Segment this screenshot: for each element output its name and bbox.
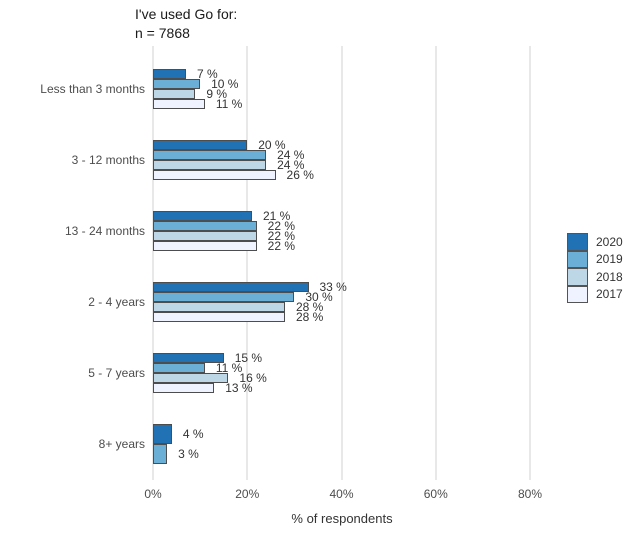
bar-value-label: 24 % (277, 157, 305, 172)
bar-value-label: 22 % (267, 218, 296, 233)
bar-2017-0 (153, 99, 205, 109)
bar-2017-2 (153, 240, 257, 251)
bar-value-label: 33 % (319, 279, 347, 294)
legend-key-2019: 2019 (567, 250, 623, 268)
legend-label: 2019 (596, 252, 623, 267)
bar-value-label: 7 % (196, 67, 218, 81)
x-tick-label: 20% (235, 487, 260, 501)
legend-swatch-2020 (567, 233, 588, 251)
bar-2019-4 (153, 362, 205, 373)
bar-value-label: 4 % (182, 426, 204, 441)
bar-2020-5 (153, 423, 172, 444)
legend-swatch-2018 (567, 268, 588, 286)
bar-2019-1 (153, 149, 267, 160)
bar-2020-4 (153, 352, 224, 363)
bar-value-label: 28 % (295, 309, 324, 324)
y-axis-label: 5 - 7 years (88, 365, 145, 380)
legend-key-2018: 2018 (567, 268, 623, 286)
bar-2019-0 (153, 79, 201, 89)
bar-value-label: 10 % (211, 77, 239, 91)
legend: 2020 2019 2018 2017 (567, 233, 623, 303)
legend-swatch-2017 (567, 285, 588, 303)
bar-value-label: 11 % (215, 360, 243, 375)
bar-value-label: 21 % (262, 208, 291, 223)
bar-value-label: 20 % (258, 137, 286, 152)
bar-2017-4 (153, 382, 215, 393)
bar-value-label: 16 % (239, 370, 267, 385)
gridline (152, 46, 154, 480)
bar-2020-1 (153, 139, 248, 150)
chart-title-block: I've used Go for: n = 7868 (135, 5, 237, 43)
x-tick-label: 60% (423, 487, 448, 501)
x-tick-label: 80% (517, 487, 543, 501)
x-tick-label: 0% (144, 487, 162, 501)
legend-label: 2020 (596, 234, 623, 249)
y-axis-label: 13 - 24 months (64, 223, 145, 238)
chart-title: I've used Go for: (135, 6, 238, 22)
bar-2020-2 (153, 210, 252, 221)
bar-2019-3 (153, 291, 295, 302)
chart-subtitle: n = 7868 (135, 25, 190, 41)
bar-value-label: 30 % (305, 289, 333, 304)
bar-value-label: 24 % (277, 147, 305, 162)
bar-2018-3 (153, 301, 285, 312)
bar-2018-1 (153, 159, 267, 170)
bar-2020-3 (153, 281, 309, 292)
gridline (246, 46, 249, 480)
bar-2018-0 (153, 89, 196, 99)
x-axis-title: % of respondents (291, 511, 393, 526)
legend-label: 2017 (596, 287, 623, 302)
bar-2018-2 (153, 230, 257, 241)
bar-value-label: 13 % (225, 380, 253, 395)
gridline (434, 46, 437, 480)
bar-2020-0 (153, 69, 186, 79)
y-axis-label: Less than 3 months (40, 82, 145, 96)
bar-value-label: 26 % (286, 167, 314, 182)
bar-2018-4 (153, 372, 229, 383)
x-tick-label: 40% (329, 487, 354, 501)
bar-2017-3 (153, 311, 285, 322)
bar-value-label: 9 % (206, 87, 228, 101)
bar-value-label: 28 % (295, 299, 324, 314)
y-axis-label: 8+ years (98, 436, 145, 451)
gridline (340, 46, 343, 480)
legend-label: 2018 (596, 269, 623, 284)
y-axis-label: 2 - 4 years (88, 294, 145, 309)
bar-2019-5 (153, 443, 168, 464)
bar-value-label: 15 % (234, 350, 263, 365)
plot-panel: 7 % 10 % 9 % 11 % 20 % 24 % 24 % 26 % 21 % 22 % 22… (152, 46, 563, 480)
legend-key-2020: 2020 (567, 233, 623, 251)
legend-key-2017: 2017 (567, 285, 623, 303)
bar-2019-2 (153, 220, 257, 231)
bar-value-label: 22 % (267, 228, 296, 243)
gridline (529, 46, 531, 480)
legend-swatch-2019 (567, 250, 588, 268)
y-axis-label: 3 - 12 months (71, 152, 145, 167)
bar-value-label: 3 % (178, 446, 199, 461)
bar-value-label: 22 % (267, 238, 296, 253)
bar-2017-1 (153, 169, 276, 180)
bar-value-label: 11 % (215, 97, 243, 111)
